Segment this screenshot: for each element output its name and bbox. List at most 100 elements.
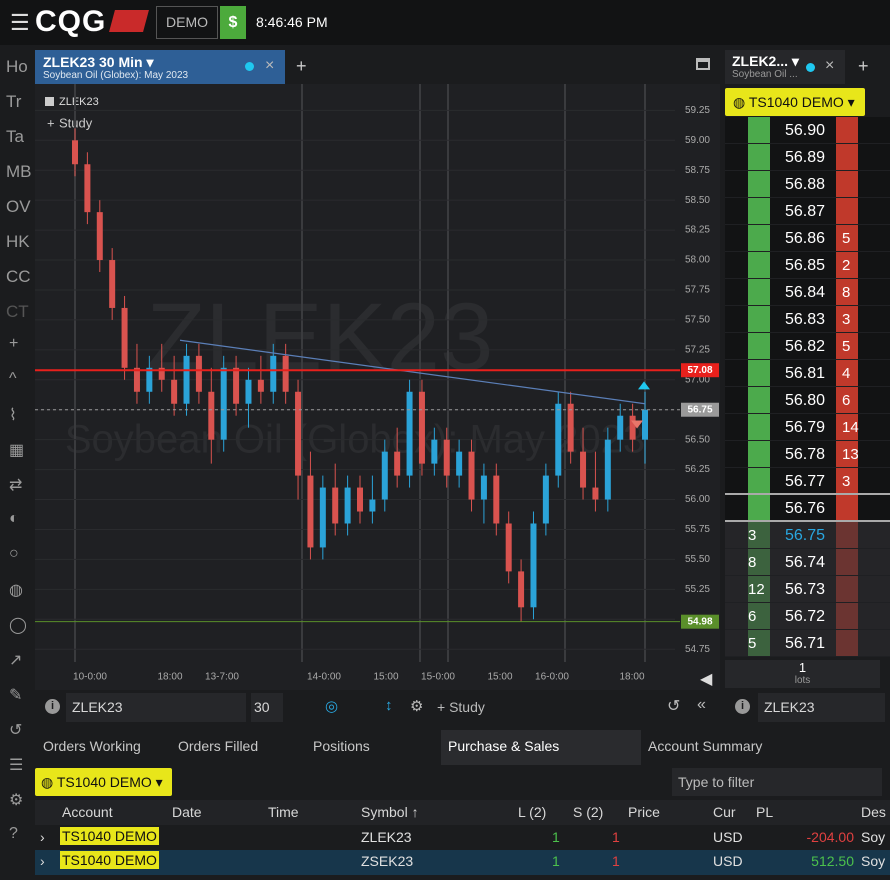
bottom-tab[interactable]: Account Summary	[648, 738, 763, 754]
dom-bid-size: 3	[748, 527, 757, 544]
y-tick-label: 59.00	[685, 135, 710, 146]
dom-account[interactable]: ◍ TS1040 DEMO ▾	[725, 88, 865, 116]
candle-body	[542, 475, 549, 524]
candle-body	[195, 355, 202, 392]
collapse[interactable]: «	[697, 696, 706, 713]
candle-body	[344, 487, 351, 524]
candle-body	[555, 403, 562, 476]
back-arrow[interactable]: ◀	[700, 671, 713, 688]
chart-tab-subtitle: Soybean Oil (Globex): May 2023	[43, 70, 189, 81]
funds-button[interactable]: $	[220, 6, 246, 39]
sidebar-icon: ◯	[9, 617, 27, 634]
dom-price: 56.77	[785, 473, 826, 490]
add-tab[interactable]: +	[296, 56, 307, 76]
hide-icon[interactable]: ◎	[325, 698, 339, 715]
chart: ZLEK23 Soybean Oil (Globex): May 2023 ZL…	[35, 84, 720, 690]
close-tab[interactable]: ×	[265, 57, 275, 74]
watermark: ZLEK23	[147, 283, 494, 390]
study-plus[interactable]: +	[47, 115, 55, 130]
chart-tab[interactable]: ZLEK23 30 Min ▾ Soybean Oil (Globex): Ma…	[35, 50, 285, 84]
dom-price: 56.83	[785, 311, 826, 328]
dom-ladder: 56.90 56.89 56.88 56.87 56.86 5 56.85 2 56.84 8 56…	[725, 117, 890, 657]
dom-price: 56.82	[785, 338, 826, 355]
mode-button[interactable]: DEMO	[156, 6, 218, 39]
lots-input[interactable]: 1 lots	[725, 660, 880, 688]
menu-icon[interactable]: ☰	[10, 10, 30, 35]
bottom-tab[interactable]: Purchase & Sales	[448, 738, 560, 754]
dom-price: 56.86	[785, 230, 826, 247]
y-tick-label: 57.25	[685, 344, 710, 355]
toolbar-study[interactable]: + Study	[437, 699, 485, 715]
dom-tab-subtitle: Soybean Oil ...	[732, 69, 798, 80]
candle-body	[642, 409, 648, 440]
y-tick-label: 55.50	[685, 554, 710, 565]
table-cell: USD	[713, 829, 743, 845]
column-header: PL	[756, 804, 774, 820]
table-cell: 1	[552, 829, 560, 845]
dom-ask-size: 6	[842, 392, 851, 409]
dom-price: 56.87	[785, 203, 826, 220]
dom-row: 56.76	[725, 495, 890, 522]
column-header: Cur	[713, 804, 736, 820]
symbol-input[interactable]: ZLEK23	[66, 693, 246, 722]
y-tick-label: 57.50	[685, 315, 710, 326]
dom-ask-size: 5	[842, 338, 851, 355]
dom-price: 56.78	[785, 446, 826, 463]
y-tick-label: 55.75	[685, 524, 710, 535]
y-tick-label: 55.25	[685, 584, 710, 595]
lots-label: lots	[794, 675, 811, 686]
dom-tab[interactable]: ZLEK2... ▾ Soybean Oil ... ×	[725, 50, 845, 84]
info-icon[interactable]: i	[45, 699, 60, 714]
column-header: Date	[172, 804, 202, 820]
candle-body	[72, 140, 78, 165]
settings-icon[interactable]: ⚙	[410, 698, 424, 715]
top-bar: ☰ CQG DEMO $ 8:46:46 PM	[0, 0, 890, 45]
candle-body	[629, 415, 636, 440]
x-tick-label: 15:00	[373, 672, 398, 683]
dom-info[interactable]: i	[735, 699, 750, 714]
sidebar-icon: ✎	[9, 687, 23, 704]
bottom-account[interactable]: ◍ TS1040 DEMO ▾	[35, 768, 172, 796]
table-cell: 512.50	[811, 853, 854, 869]
maximize[interactable]	[696, 58, 710, 70]
dom-ask-size: 13	[842, 446, 859, 463]
dom-row: 56.77 3	[725, 468, 890, 495]
sidebar-icon: +	[9, 335, 19, 352]
dom-price: 56.74	[785, 554, 826, 571]
dom-price: 56.76	[785, 500, 826, 517]
dom-price: 56.81	[785, 365, 826, 382]
filter-input[interactable]: Type to filter	[672, 768, 882, 796]
dom-row: 56.74 8	[725, 549, 890, 576]
sidebar-icon: ☰	[9, 757, 24, 774]
dom-close[interactable]: ×	[825, 57, 835, 74]
bottom-tab[interactable]: Orders Filled	[178, 738, 259, 754]
sidebar: Ho Tr Ta MB OV HK CC CT + ^ ⌇ ▦ ⇄ ◐ ○ ◍ ◯ ↗ ✎ ↺ ☰ ⚙?	[0, 45, 35, 880]
candle-body	[443, 439, 450, 476]
dom-symbol[interactable]: ZLEK23	[758, 693, 885, 722]
candle-body	[171, 379, 178, 404]
scale-icon[interactable]: ↕	[385, 697, 393, 714]
candle-body	[369, 499, 376, 512]
bottom-account-text: TS1040 DEMO	[56, 774, 152, 790]
dom-add[interactable]: +	[858, 56, 869, 76]
y-tick-label: 58.75	[685, 165, 710, 176]
dom-price: 56.90	[785, 122, 826, 139]
table-cell: TS1040 DEMO	[60, 851, 159, 869]
toolbar-study-text: Study	[449, 699, 485, 715]
interval-select[interactable]: 30	[251, 693, 283, 722]
dom-ask-size: 3	[842, 311, 851, 328]
bottom-tab[interactable]: Orders Working	[43, 738, 141, 754]
price-level-label: 54.98	[687, 616, 712, 627]
trendline	[179, 339, 646, 405]
table-cell: TS1040 DEMO	[60, 827, 159, 845]
undo[interactable]: ↺	[667, 698, 681, 715]
dom-row: 56.71 5	[725, 630, 890, 657]
candle-body	[567, 403, 574, 452]
bottom-tab[interactable]: Positions	[313, 738, 370, 754]
y-tick-label: 58.00	[685, 255, 710, 266]
dom-bid-size: 8	[748, 554, 757, 571]
x-tick-label: 13-7:00	[205, 672, 239, 683]
sell-arrow	[631, 420, 643, 429]
candle-body	[332, 487, 339, 524]
